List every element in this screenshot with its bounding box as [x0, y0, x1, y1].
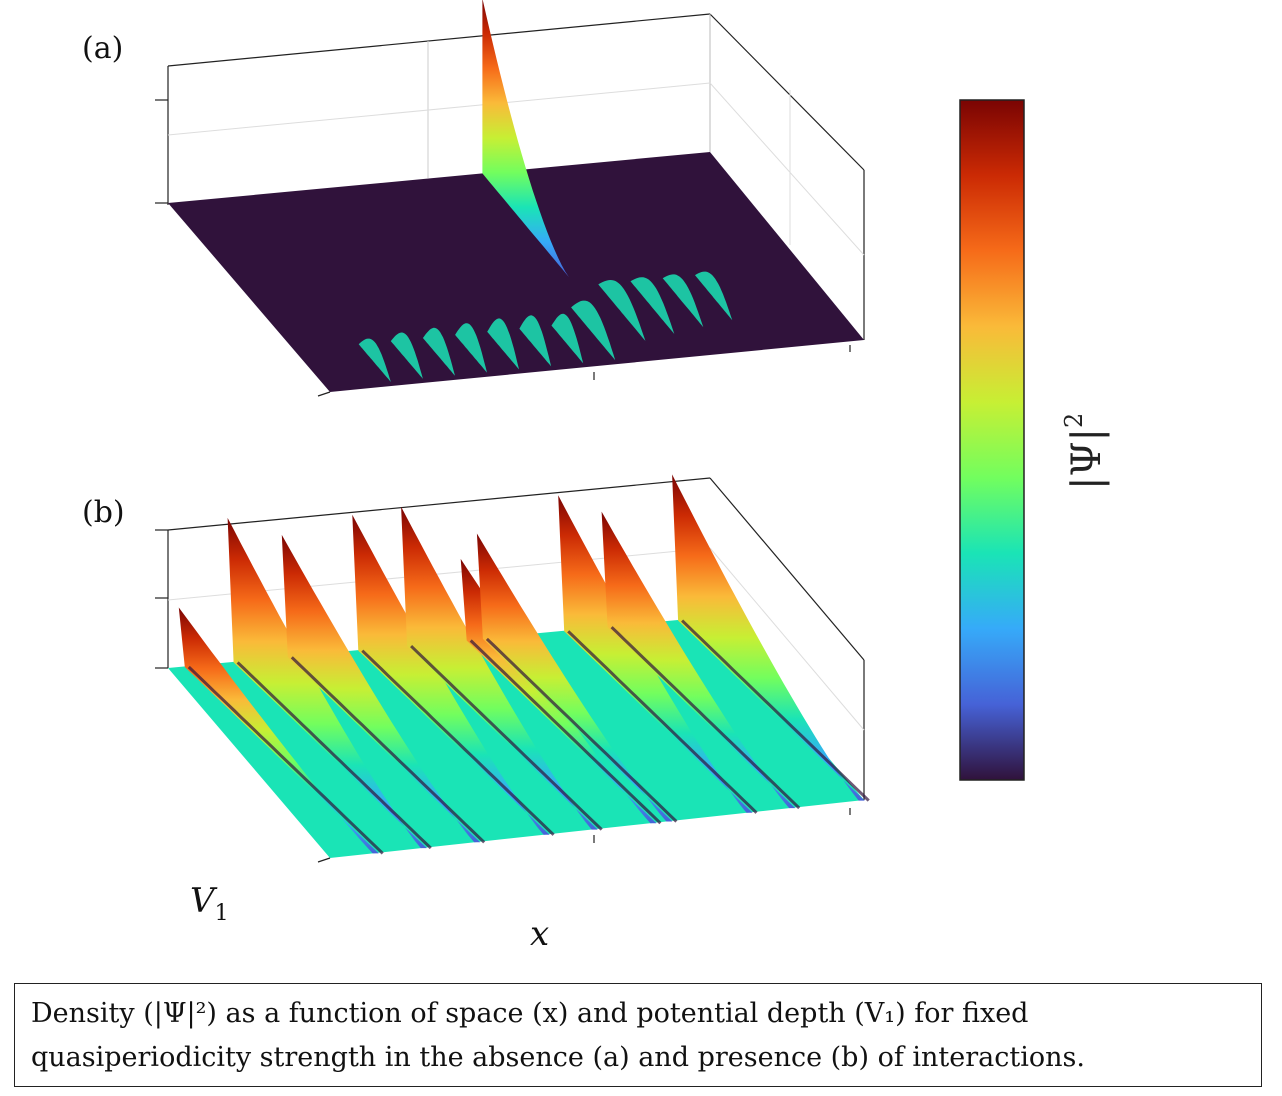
panel-b-label: (b) — [82, 495, 125, 530]
surface-valley — [567, 630, 758, 814]
colorbar-label-group: |Ψ|2 — [1060, 413, 1110, 490]
surface-ridge — [482, 0, 569, 278]
surface-ridge — [571, 300, 616, 361]
panel-a-box-edge — [167, 13, 711, 67]
panel-a-box-edge — [709, 13, 865, 171]
figure-caption: Density (|Ψ|²) as a function of space (x… — [14, 983, 1262, 1087]
colorbar-label-main: |Ψ| — [1064, 428, 1110, 490]
v1-axis-label-sub: 1 — [215, 901, 229, 926]
caption-line-1: Density (|Ψ|²) as a function of space (x… — [31, 998, 1029, 1029]
colorbar: |Ψ|2 — [959, 99, 1110, 781]
surface-ridge — [558, 495, 753, 813]
surface-ridge — [695, 271, 733, 321]
panel-a-back-wall — [168, 14, 864, 340]
panel-a-grid-line — [167, 82, 711, 136]
surface-ridge — [455, 323, 487, 373]
surface-ridge — [401, 506, 598, 830]
surface-ridge — [662, 274, 704, 328]
surface-ridge — [551, 313, 584, 364]
surface-ridge — [630, 277, 675, 334]
caption-line-2: quasiperiodicity strength in the absence… — [31, 1042, 1085, 1073]
surface-ridge — [598, 280, 646, 341]
surface-valley — [236, 661, 432, 850]
panel-a-ridges — [358, 0, 733, 382]
surface-valley — [361, 649, 555, 836]
panel-b-box-edge — [709, 477, 865, 661]
surface-valley — [187, 665, 384, 855]
surface-ridge — [672, 474, 865, 801]
panel-b-ridges — [168, 474, 870, 858]
colorbar-bar — [959, 99, 1025, 781]
panel-b-tick — [317, 857, 331, 863]
surface-ridge — [390, 332, 423, 379]
panel-a: (a) — [82, 0, 865, 397]
x-axis-label: x — [530, 914, 549, 954]
v1-axis-label: V1 — [190, 881, 229, 926]
panel-a-grid-line — [709, 82, 865, 256]
figure: (a) (b) V1 x |Ψ|2 — [82, 0, 1110, 954]
panel-b: (b) — [82, 474, 870, 863]
colorbar-label: |Ψ|2 — [1060, 413, 1110, 490]
surface-ridge — [358, 338, 391, 382]
surface-ridge — [352, 514, 550, 835]
surface-valley — [610, 626, 801, 810]
surface-ridge — [281, 534, 481, 843]
surface-ridge — [487, 318, 520, 370]
colorbar-label-sup: 2 — [1060, 413, 1088, 428]
panel-a-floor — [168, 152, 864, 392]
panel-b-box-edge — [167, 477, 711, 531]
panel-a-tick — [317, 391, 331, 397]
surface-ridge — [519, 315, 552, 367]
surface-valley — [485, 637, 678, 823]
surface-valley — [290, 656, 486, 844]
surface-ridge — [422, 327, 455, 376]
surface-ridge — [227, 517, 427, 849]
panel-a-label: (a) — [82, 31, 123, 66]
surface-valley — [681, 619, 870, 802]
surface-valley — [469, 639, 662, 825]
panel-b-grid-line — [709, 547, 865, 731]
surface-valley — [410, 645, 603, 831]
v1-axis-label-main: V — [190, 881, 218, 921]
